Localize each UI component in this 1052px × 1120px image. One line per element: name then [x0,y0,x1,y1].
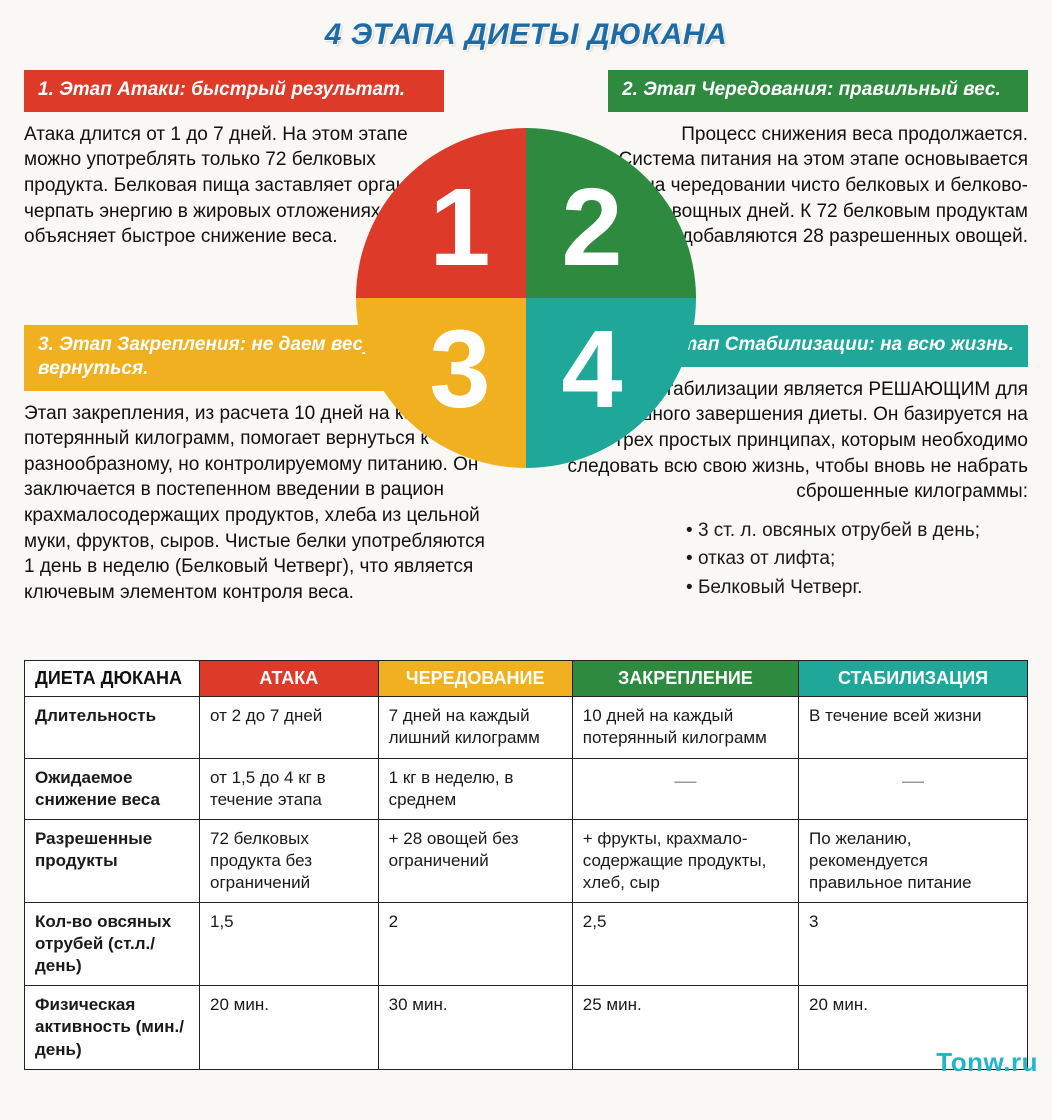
stage-4-bullets: 3 ст. л. овсяных отрубей в день; отказ о… [556,505,1028,603]
table-cell: + фрукты, крахмало­содержащие продукты, … [572,819,798,902]
table-cell: 10 дней на каждый потерянный килограмм [572,697,798,758]
table-row: Ожидаемое снижение весаот 1,5 до 4 кг в … [25,758,1028,819]
table-row: Разрешенные продукты72 белковых продукта… [25,819,1028,902]
table-col-header: АТАКА [200,661,379,697]
table-row: Физическая активность (мин./день)20 мин.… [25,986,1028,1069]
table-cell: 72 белковых продукта без ограничений [200,819,379,902]
table-cell: + 28 овощей без ограничений [378,819,572,902]
infographic-page: 4 ЭТАПА ДИЕТЫ ДЮКАНА 1. Этап Атаки: быст… [0,0,1052,1080]
pie-quadrant-3: 3 [356,298,526,468]
pie-quadrant-1: 1 [356,128,526,298]
table-cell: 1 кг в неделю, в среднем [378,758,572,819]
table-cell: 20 мин. [200,986,379,1069]
table-cell: 25 мин. [572,986,798,1069]
table-cell: 2 [378,903,572,986]
table-corner-cell: ДИЕТА ДЮКАНА [25,661,200,697]
table-cell: 30 мин. [378,986,572,1069]
table-cell: 1,5 [200,903,379,986]
watermark: Tonw.ru [936,1047,1038,1078]
table-cell: В течение всей жизни [799,697,1028,758]
table-cell: от 1,5 до 4 кг в течение этапа [200,758,379,819]
table-row: Длительностьот 2 до 7 дней7 дней на кажд… [25,697,1028,758]
table-row-label: Кол-во овсяных отрубей (ст.л./день) [25,903,200,986]
table-cell: от 2 до 7 дней [200,697,379,758]
stages-pie-icon: 1 2 3 4 [356,128,696,468]
table-header-row: ДИЕТА ДЮКАНА АТАКА ЧЕРЕДОВАНИЕ ЗАКРЕПЛЕН… [25,661,1028,697]
stages-layout: 1. Этап Атаки: быстрый результат. Атака … [24,70,1028,650]
comparison-table: ДИЕТА ДЮКАНА АТАКА ЧЕРЕДОВАНИЕ ЗАКРЕПЛЕН… [24,660,1028,1070]
table-row-label: Физическая активность (мин./день) [25,986,200,1069]
stage-4-bullet: Белковый Четверг. [686,574,1028,603]
table-cell: По желанию, рекомендуется правильное пит… [799,819,1028,902]
table-col-header: ЗАКРЕПЛЕНИЕ [572,661,798,697]
table-row-label: Ожидаемое снижение веса [25,758,200,819]
table-col-header: СТАБИЛИЗАЦИЯ [799,661,1028,697]
table-body: Длительностьот 2 до 7 дней7 дней на кажд… [25,697,1028,1069]
table-row-label: Разрешенные продукты [25,819,200,902]
table-cell: — [572,758,798,819]
pie-quadrant-4: 4 [526,298,696,468]
table-cell: 3 [799,903,1028,986]
table-col-header: ЧЕРЕДОВАНИЕ [378,661,572,697]
page-title: 4 ЭТАПА ДИЕТЫ ДЮКАНА [24,18,1028,52]
table-row: Кол-во овсяных отрубей (ст.л./день)1,522… [25,903,1028,986]
stage-2-header: 2. Этап Чередования: правильный вес. [608,70,1028,112]
table-cell: 2,5 [572,903,798,986]
stage-4-bullet: 3 ст. л. овсяных отрубей в день; [686,517,1028,546]
stage-4-bullet: отказ от лифта; [686,545,1028,574]
table-cell: — [799,758,1028,819]
table-cell: 7 дней на каждый лишний килограмм [378,697,572,758]
stage-1-header: 1. Этап Атаки: быстрый результат. [24,70,444,112]
pie-quadrant-2: 2 [526,128,696,298]
table-row-label: Длительность [25,697,200,758]
